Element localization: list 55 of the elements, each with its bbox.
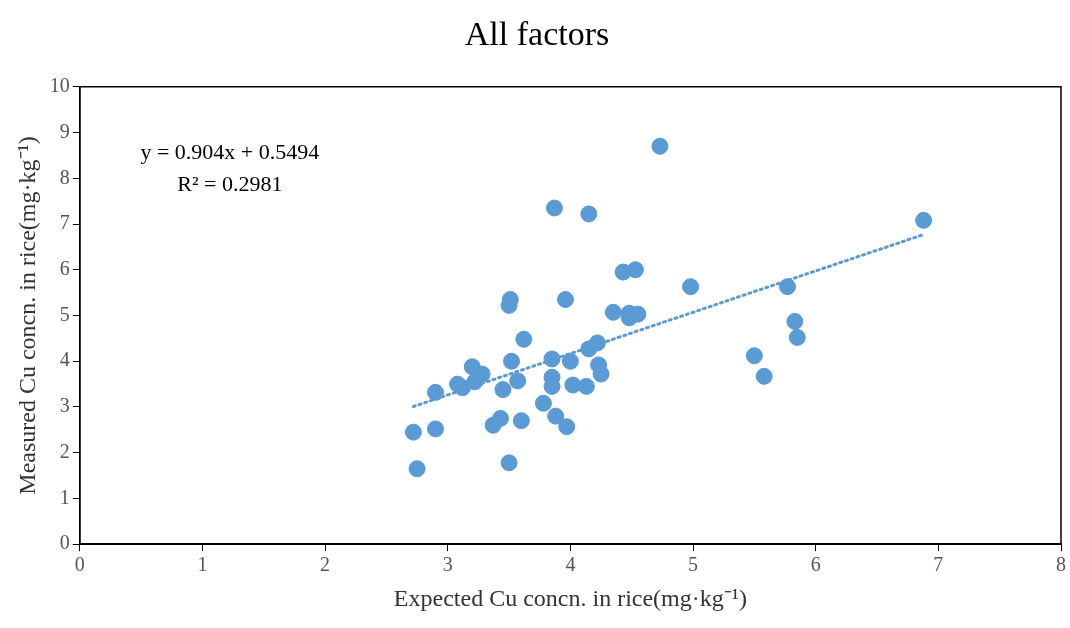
y-tick-label: 6	[59, 257, 70, 280]
point	[534, 394, 552, 412]
point	[561, 352, 579, 370]
point	[494, 381, 512, 399]
x-tick-label: 0	[74, 553, 85, 576]
point	[408, 460, 426, 478]
x-tick-label: 8	[1056, 553, 1066, 576]
point	[515, 330, 533, 348]
y-tick-label: 2	[59, 439, 70, 462]
y-tick-label: 8	[59, 165, 70, 188]
point	[580, 205, 598, 223]
x-tick-label: 4	[565, 553, 576, 576]
point	[545, 199, 563, 217]
point	[604, 303, 622, 321]
chart-title: All factors	[464, 15, 610, 53]
y-tick-label: 4	[59, 348, 70, 371]
y-axis-title: Measured Cu concn. in rice(mg·kg⁻¹)	[13, 136, 40, 495]
point	[755, 367, 773, 385]
point	[503, 352, 521, 370]
x-tick-label: 3	[442, 553, 453, 576]
point	[682, 278, 700, 296]
point	[745, 347, 763, 365]
point	[915, 211, 933, 229]
y-tick-label: 5	[59, 302, 70, 325]
x-tick-label: 2	[320, 553, 331, 576]
x-tick-label: 7	[933, 553, 944, 576]
point	[786, 312, 804, 330]
point	[491, 409, 509, 427]
y-tick-label: 10	[49, 74, 70, 97]
point	[509, 372, 527, 390]
point	[592, 365, 610, 383]
point	[556, 290, 574, 308]
annotation: R² = 0.2981	[177, 170, 283, 196]
point	[404, 423, 422, 441]
point	[577, 377, 595, 395]
y-tick-label: 9	[59, 119, 70, 142]
point	[547, 407, 565, 425]
point	[558, 418, 576, 436]
point	[512, 412, 530, 430]
y-tick-label: 0	[59, 531, 70, 554]
x-tick-label: 1	[197, 553, 208, 576]
x-tick-label: 6	[810, 553, 821, 576]
y-tick-label: 3	[59, 394, 70, 417]
point	[500, 454, 518, 472]
point	[426, 383, 444, 401]
point	[778, 278, 796, 296]
x-axis-title: Expected Cu concn. in rice(mg·kg⁻¹)	[393, 584, 747, 611]
y-tick-label: 7	[59, 211, 70, 234]
x-tick-label: 5	[688, 553, 699, 576]
point	[651, 137, 669, 155]
point	[426, 420, 444, 438]
y-tick-label: 1	[59, 485, 70, 508]
point	[788, 328, 806, 346]
annotation: y = 0.904x + 0.5494	[140, 138, 320, 164]
point	[626, 261, 644, 279]
